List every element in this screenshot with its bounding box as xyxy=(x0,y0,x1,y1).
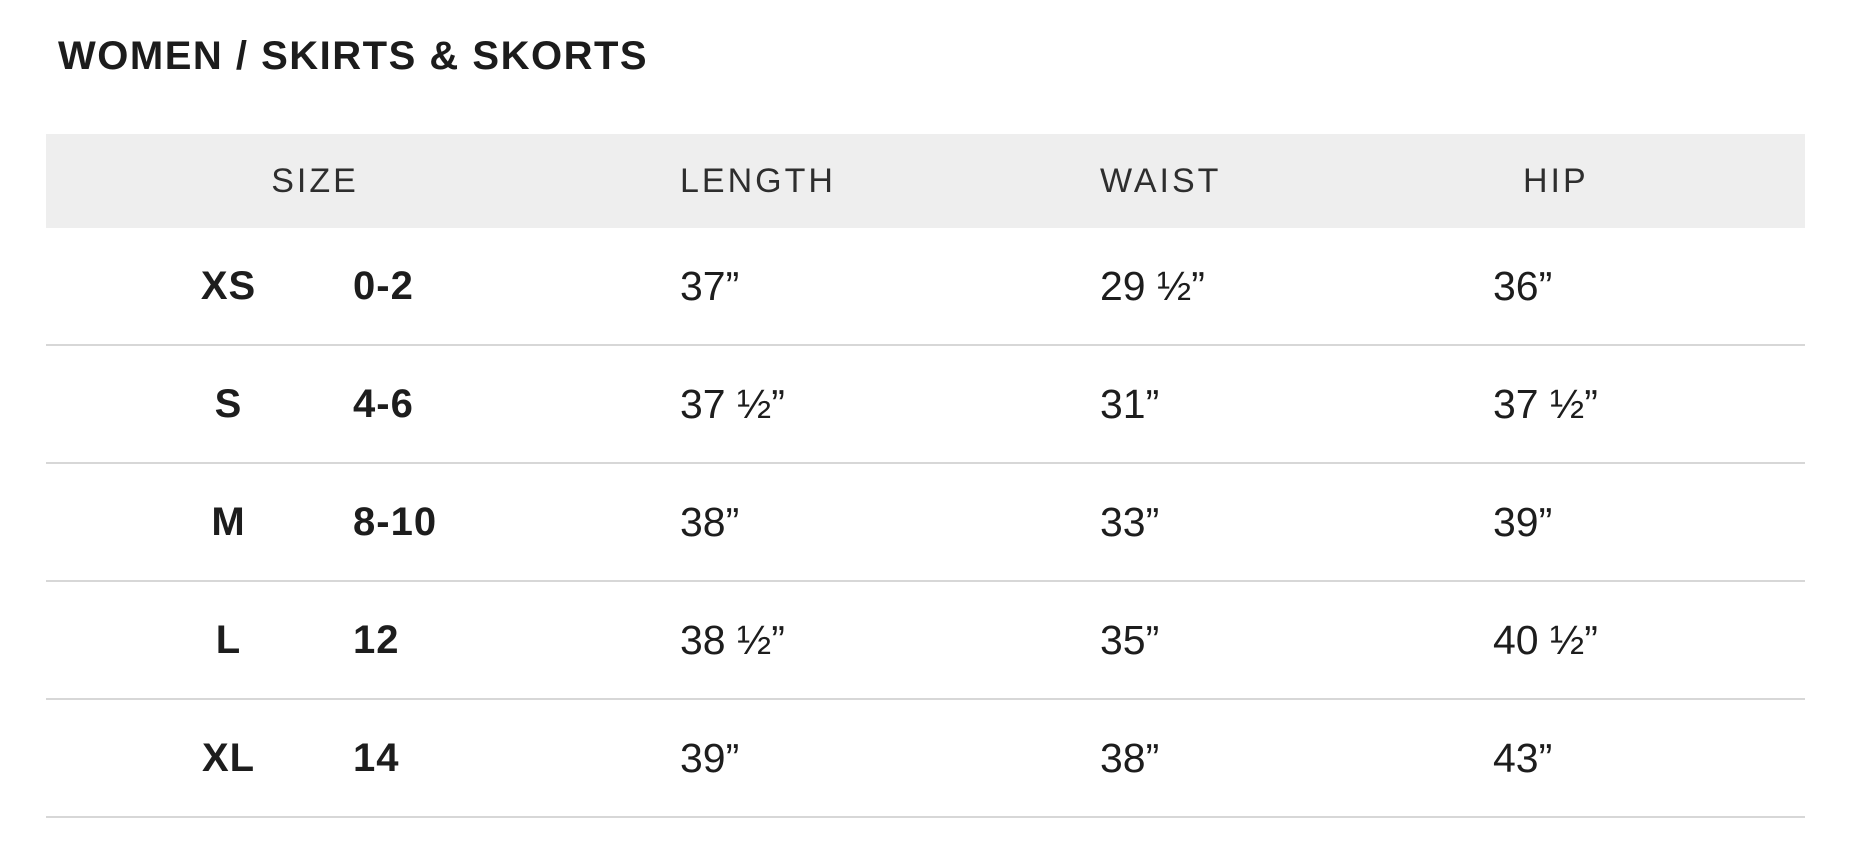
size-letter-cell: S xyxy=(214,381,243,426)
table-row: XS 0-2 37” 29 ½” 36” xyxy=(46,228,1805,344)
size-range-cell: 4-6 xyxy=(353,381,414,426)
column-header-waist: WAIST xyxy=(1100,161,1222,200)
size-range-cell: 0-2 xyxy=(353,263,414,308)
size-range-cell: 14 xyxy=(353,735,400,780)
hip-cell: 36” xyxy=(1493,262,1553,309)
size-range-cell: 12 xyxy=(353,617,400,662)
hip-cell: 43” xyxy=(1493,734,1553,781)
column-header-hip: HIP xyxy=(1523,161,1589,200)
column-header-size: SIZE xyxy=(271,161,359,200)
size-letter-cell: XL xyxy=(201,735,256,780)
table-row: XL 14 39” 38” 43” xyxy=(46,698,1805,816)
table-row: S 4-6 37 ½” 31” 37 ½” xyxy=(46,344,1805,462)
table-row: M 8-10 38” 33” 39” xyxy=(46,462,1805,580)
length-cell: 38” xyxy=(680,498,740,545)
size-letter-cell: XS xyxy=(200,263,257,308)
size-letter-cell: L xyxy=(215,617,242,662)
waist-cell: 31” xyxy=(1100,380,1160,427)
length-cell: 37” xyxy=(680,262,740,309)
hip-cell: 40 ½” xyxy=(1493,616,1598,663)
table-row: L 12 38 ½” 35” 40 ½” xyxy=(46,580,1805,698)
length-cell: 38 ½” xyxy=(680,616,785,663)
waist-cell: 38” xyxy=(1100,734,1160,781)
hip-cell: 39” xyxy=(1493,498,1553,545)
size-letter-cell: M xyxy=(211,499,246,544)
length-cell: 39” xyxy=(680,734,740,781)
page-title: WOMEN / SKIRTS & SKORTS xyxy=(58,34,649,78)
waist-cell: 35” xyxy=(1100,616,1160,663)
size-chart-table: SIZE LENGTH WAIST HIP XS 0-2 37” 29 ½” 3… xyxy=(46,134,1805,818)
column-header-length: LENGTH xyxy=(680,161,836,200)
waist-cell: 33” xyxy=(1100,498,1160,545)
size-chart-header-row: SIZE LENGTH WAIST HIP xyxy=(46,134,1805,228)
waist-cell: 29 ½” xyxy=(1100,262,1205,309)
size-range-cell: 8-10 xyxy=(353,499,438,544)
length-cell: 37 ½” xyxy=(680,380,785,427)
hip-cell: 37 ½” xyxy=(1493,380,1598,427)
